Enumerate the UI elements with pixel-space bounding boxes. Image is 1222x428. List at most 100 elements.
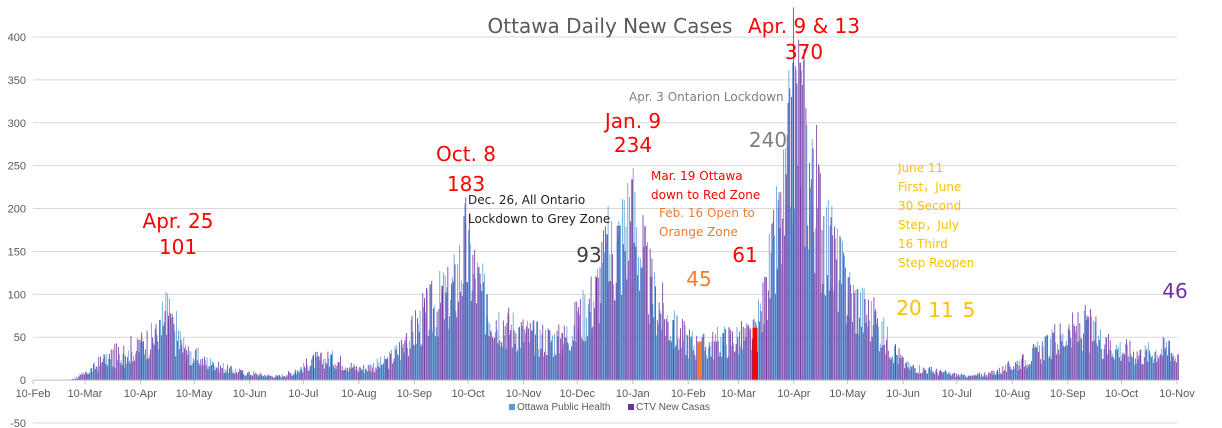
bar-ctv bbox=[719, 352, 721, 381]
bar-ottawa bbox=[937, 372, 938, 381]
bar-ctv bbox=[286, 375, 288, 381]
bar-ctv bbox=[295, 369, 297, 381]
bar-ctv bbox=[1006, 371, 1007, 381]
bar-ottawa bbox=[237, 373, 238, 381]
bar-ctv bbox=[905, 362, 907, 381]
bar-ctv bbox=[660, 313, 662, 381]
bar-ottawa bbox=[1130, 354, 1132, 381]
bar-ctv bbox=[1156, 362, 1158, 381]
bar-ottawa bbox=[935, 370, 937, 381]
bar-ctv bbox=[477, 267, 479, 381]
bar-ottawa bbox=[620, 225, 622, 381]
bar-ottawa bbox=[434, 305, 435, 381]
bar-ottawa bbox=[335, 369, 337, 381]
bar-ctv bbox=[900, 354, 902, 381]
bar-ottawa bbox=[426, 289, 428, 381]
bar-ottawa bbox=[348, 371, 349, 381]
bar-ottawa bbox=[392, 361, 394, 381]
bar-ottawa bbox=[990, 370, 992, 381]
bar-ottawa bbox=[494, 332, 496, 381]
bar-ottawa bbox=[113, 367, 115, 381]
bar-ctv bbox=[73, 378, 75, 381]
bar-ottawa bbox=[1071, 347, 1073, 381]
bar-ottawa bbox=[811, 157, 813, 381]
bar-ctv bbox=[943, 371, 945, 381]
bar-ottawa bbox=[156, 334, 158, 381]
bar-ctv bbox=[1083, 333, 1084, 381]
bar-ctv bbox=[144, 349, 146, 381]
bar-ctv bbox=[1131, 356, 1133, 381]
bar-ctv bbox=[647, 314, 649, 381]
legend-label-ctv: CTV New Casas bbox=[636, 402, 710, 413]
annotation-feb16: Feb. 16 Open to Orange Zone bbox=[659, 206, 755, 239]
bar-ctv bbox=[1152, 362, 1154, 381]
bar-ottawa bbox=[478, 266, 480, 381]
bar-ottawa bbox=[1017, 370, 1019, 381]
bar-ottawa bbox=[301, 369, 303, 381]
bar-ottawa bbox=[235, 368, 237, 381]
bar-ottawa bbox=[265, 377, 267, 381]
bar-ctv bbox=[921, 372, 923, 381]
bar-ctv bbox=[436, 311, 438, 381]
bar-ctv bbox=[486, 294, 488, 381]
bar-ctv bbox=[997, 369, 998, 381]
bar-ottawa bbox=[1044, 336, 1046, 381]
bar-ctv bbox=[805, 108, 807, 381]
bar-ctv bbox=[137, 339, 139, 381]
y-tick-label: -50 bbox=[10, 418, 26, 428]
bar-ottawa bbox=[842, 240, 844, 381]
bar-ctv bbox=[300, 367, 302, 381]
bar-ottawa bbox=[840, 238, 842, 381]
bar-ottawa bbox=[1177, 354, 1178, 381]
bar-ctv bbox=[263, 376, 264, 381]
bar-ctv bbox=[150, 349, 152, 381]
annotation-line: 370 bbox=[785, 40, 823, 64]
bar-ctv bbox=[932, 372, 934, 381]
bar-ctv bbox=[94, 368, 96, 381]
bar-ctv bbox=[1075, 325, 1077, 381]
bar-ctv bbox=[669, 339, 671, 381]
bar-ctv bbox=[1070, 338, 1072, 381]
bar-ottawa bbox=[75, 376, 77, 381]
bar-ctv bbox=[1097, 346, 1099, 381]
bar-ottawa bbox=[858, 334, 860, 381]
bar-ctv bbox=[375, 368, 377, 381]
bar-ottawa bbox=[360, 368, 362, 381]
bar-ottawa bbox=[888, 358, 890, 381]
bar-ottawa bbox=[827, 199, 829, 381]
bar-ctv bbox=[991, 370, 993, 381]
bar-ottawa bbox=[190, 351, 192, 381]
bar-ctv bbox=[216, 367, 218, 381]
bar-ottawa bbox=[956, 375, 958, 381]
bar-ottawa bbox=[874, 311, 876, 381]
bar-ctv bbox=[248, 371, 250, 381]
bar-ottawa bbox=[151, 322, 152, 381]
bar-ottawa bbox=[845, 323, 847, 381]
bar-ctv bbox=[1023, 366, 1025, 381]
bar-ottawa bbox=[743, 341, 745, 381]
bar-ottawa bbox=[622, 198, 623, 381]
bar-ottawa bbox=[229, 365, 231, 381]
bar-ottawa bbox=[391, 349, 392, 381]
bar-ctv bbox=[1093, 340, 1095, 381]
bar-ctv bbox=[787, 102, 789, 381]
x-tick-label: 10-Jul bbox=[942, 388, 972, 400]
bar-ottawa bbox=[1035, 345, 1037, 381]
bar-ottawa bbox=[901, 358, 903, 381]
bar-ctv bbox=[733, 351, 735, 381]
x-tick-label: 10-Nov bbox=[1159, 388, 1195, 400]
bar-ottawa bbox=[126, 363, 127, 381]
bar-ottawa bbox=[1164, 349, 1166, 381]
x-tick-label: 10-Dec bbox=[560, 388, 596, 400]
bar-ottawa bbox=[204, 360, 206, 381]
bar-ctv bbox=[483, 282, 485, 381]
bar-ottawa bbox=[718, 356, 720, 381]
bar-ctv bbox=[234, 373, 236, 381]
bar-ottawa bbox=[1159, 355, 1160, 381]
bar-ctv bbox=[939, 370, 941, 381]
annotation-v20: 20 bbox=[896, 296, 921, 320]
bar-ctv bbox=[998, 367, 1000, 381]
bar-ottawa bbox=[987, 376, 989, 381]
bar-ctv bbox=[946, 374, 948, 381]
